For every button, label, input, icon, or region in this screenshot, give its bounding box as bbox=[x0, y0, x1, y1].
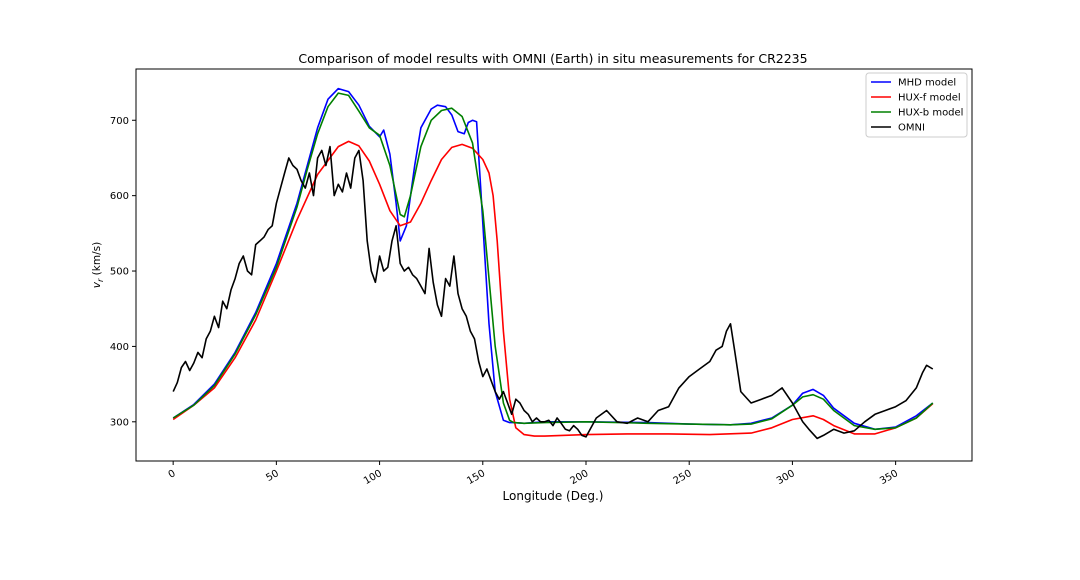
x-tick-label-7: 350 bbox=[878, 468, 900, 487]
y-axis-label: vr (km/s) bbox=[91, 242, 105, 288]
legend-label-1: HUX-f model bbox=[898, 93, 961, 104]
y-axis-label-subscript: r bbox=[96, 278, 105, 282]
y-tick-label-3: 600 bbox=[110, 191, 129, 202]
y-tick-label-1: 400 bbox=[110, 342, 129, 353]
y-axis: 300 400 500 600 700 bbox=[110, 116, 136, 428]
y-tick-label-0: 300 bbox=[110, 417, 129, 428]
x-tick-label-2: 100 bbox=[362, 468, 384, 487]
legend: MHD model HUX-f model HUX-b model OMNI bbox=[865, 72, 968, 138]
x-tick-label-5: 250 bbox=[672, 468, 694, 487]
x-tick-label-4: 200 bbox=[568, 468, 590, 487]
plot-frame bbox=[135, 68, 973, 462]
series-line-3 bbox=[172, 145, 934, 440]
plot-lines bbox=[172, 87, 934, 440]
legend-label-3: OMNI bbox=[898, 123, 925, 134]
x-tick-label-6: 300 bbox=[775, 468, 797, 487]
legend-frame bbox=[865, 72, 968, 138]
legend-label-0: MHD model bbox=[898, 78, 956, 89]
y-tick-label-4: 700 bbox=[110, 116, 129, 127]
x-tick-label-0: 0 bbox=[167, 468, 178, 481]
series-line-2 bbox=[172, 92, 934, 431]
series-line-0 bbox=[172, 87, 934, 431]
y-tick-label-2: 500 bbox=[110, 267, 129, 278]
x-axis-label: Longitude (Deg.) bbox=[503, 489, 604, 503]
y-axis-label-variable: v bbox=[91, 281, 103, 288]
x-axis: 0 50 100 150 200 250 300 350 bbox=[167, 461, 900, 487]
chart-title: Comparison of model results with OMNI (E… bbox=[298, 51, 807, 66]
legend-label-2: HUX-b model bbox=[898, 108, 963, 119]
legend-items: MHD model HUX-f model HUX-b model OMNI bbox=[871, 78, 963, 134]
x-tick-label-1: 50 bbox=[264, 468, 281, 484]
y-axis-label-unit: (km/s) bbox=[91, 242, 103, 279]
x-tick-label-3: 150 bbox=[465, 468, 487, 487]
